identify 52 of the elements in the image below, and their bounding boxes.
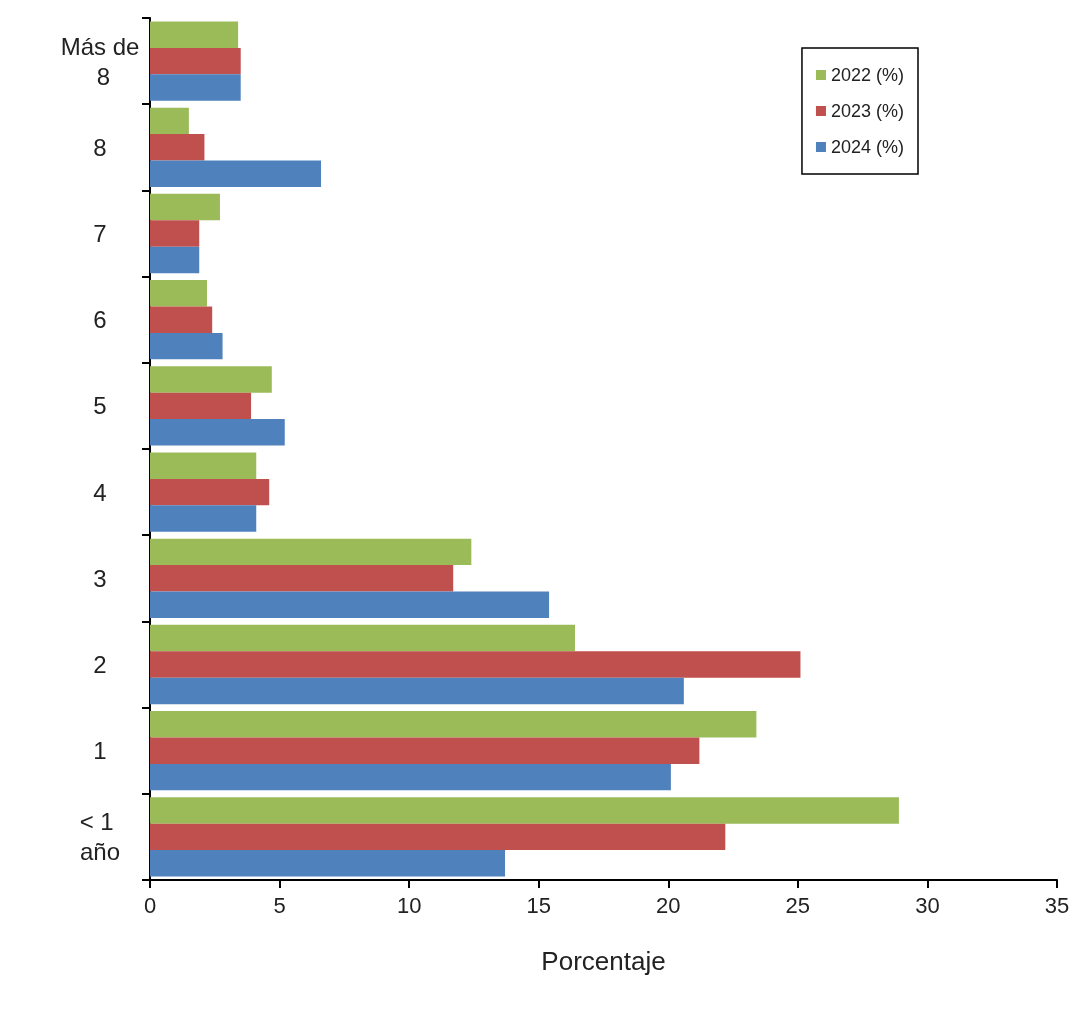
x-tick-label: 0	[143, 892, 157, 918]
y-tick-label: 1	[93, 737, 107, 765]
bar	[150, 160, 322, 187]
y-tick-label: Más de 8	[60, 32, 140, 90]
bar	[150, 392, 252, 420]
bar	[150, 565, 454, 592]
x-tick-label: 10	[396, 892, 422, 918]
bar	[150, 538, 472, 566]
y-tick-label: < 1 año	[79, 808, 121, 866]
y-tick-label: 2	[93, 651, 107, 678]
bar	[150, 624, 575, 652]
legend-label: 2023 (%)	[830, 101, 905, 121]
bar	[150, 306, 213, 333]
legend-label: 2022 (%)	[830, 65, 905, 85]
y-tick-label: 3	[93, 564, 107, 592]
bar	[150, 711, 757, 738]
x-tick-label: 35	[1044, 892, 1070, 918]
bar	[150, 366, 272, 393]
y-tick-label: 7	[93, 220, 107, 247]
x-tick-label: 25	[785, 892, 811, 918]
y-tick-label: 6	[93, 306, 107, 334]
y-tick-label: 8	[93, 133, 107, 161]
bar	[150, 452, 257, 479]
bar	[150, 332, 223, 360]
bar	[150, 193, 220, 221]
x-tick-label: 5	[273, 892, 286, 918]
y-tick-label: 4	[93, 478, 107, 506]
bar	[150, 823, 726, 851]
bar	[150, 134, 205, 161]
bar	[150, 21, 239, 48]
x-axis-title: Porcentaje	[541, 946, 666, 976]
bar	[150, 220, 200, 247]
bar	[150, 74, 241, 101]
legend-label: 2024 (%)	[830, 137, 905, 157]
bar	[150, 797, 899, 824]
bar	[150, 763, 671, 791]
bar	[150, 246, 200, 274]
bar	[150, 591, 550, 618]
x-tick-label: 15	[526, 892, 551, 918]
bar	[150, 737, 700, 764]
bar	[150, 419, 285, 446]
bar	[150, 850, 506, 877]
x-tick-label: 20	[656, 892, 681, 918]
y-tick-label: 5	[93, 392, 107, 420]
bar	[150, 505, 257, 532]
bar	[150, 280, 208, 307]
bar	[150, 478, 270, 506]
bar	[150, 107, 189, 135]
bar	[150, 677, 684, 705]
x-tick-label: 30	[915, 892, 940, 918]
bar	[150, 651, 801, 678]
bar	[150, 47, 241, 75]
